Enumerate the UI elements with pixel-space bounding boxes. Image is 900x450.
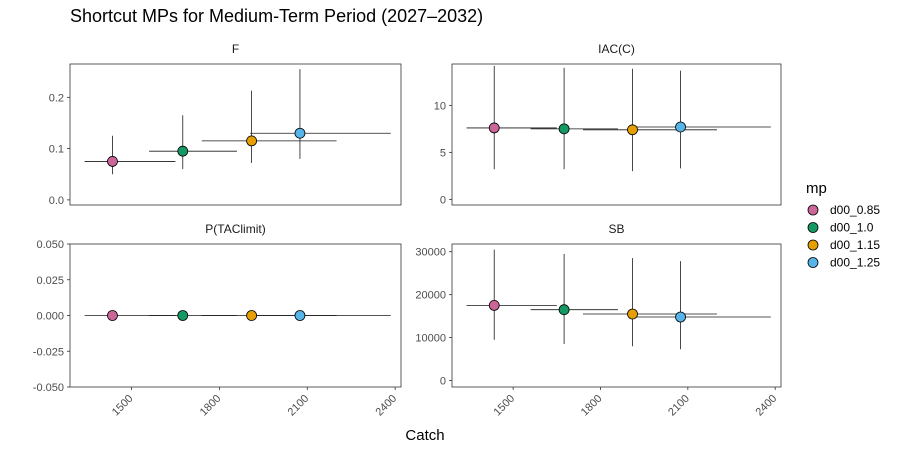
point-d00_1.25 [294,310,306,321]
point-d00_1.25 [675,311,686,323]
panel-border [451,243,782,388]
legend-label: d00_1.25 [830,256,880,270]
point-d00_0.85 [107,310,118,321]
point-d00_1.0 [177,310,189,321]
x-tick-label: 2100 [286,393,312,419]
panels: F 0.0 0.1 0.2 IAC(C) 0 5 10 P(TAClimit) -0.050 -0.… [33,42,782,419]
point-d00_1.15 [627,124,638,136]
legend-item-d00_1.25: d00_1.25 [807,256,880,270]
point-d00_0.85 [488,300,500,311]
panel-P(TAClimit): P(TAClimit) -0.050 -0.025 0.000 0.025 0.050 15… [33,222,402,419]
legend-title: mp [806,180,827,197]
strip-label: P(TAClimit) [205,222,265,236]
legend-key [807,222,819,233]
y-tick-label: 0.025 [36,275,64,287]
panel-IAC(C): IAC(C) 0 5 10 [434,42,782,206]
strip-label: IAC(C) [598,42,635,56]
x-tick-label: 2100 [666,393,692,419]
y-tick-label: 0 [440,376,446,388]
legend-key [807,257,819,268]
y-tick-label: -0.050 [33,382,64,394]
legend-item-d00_1.0: d00_1.0 [807,221,874,235]
legend-item-d00_0.85: d00_0.85 [807,203,880,217]
panel-border [69,63,402,206]
point-d00_1.15 [246,310,258,321]
chart-title: Shortcut MPs for Medium-Term Period (202… [70,6,483,26]
legend: d00_0.85 d00_1.0 d00_1.15 d00_1.25 [807,203,880,270]
legend-key [807,204,819,216]
y-tick-label: 20000 [415,290,446,302]
point-d00_1.0 [558,304,570,316]
y-tick-label: 0 [440,194,446,206]
x-tick-label: 2400 [754,393,780,419]
x-tick-label: 1800 [579,393,605,419]
point-d00_1.25 [675,121,686,133]
y-tick-label: 0.000 [36,311,64,323]
point-d00_0.85 [488,122,500,134]
y-tick-label: -0.025 [33,346,64,358]
x-axis-label: Catch [405,427,444,444]
panel-F: F 0.0 0.1 0.2 [49,42,402,207]
y-tick-label: 0.050 [36,239,64,251]
legend-label: d00_1.0 [830,221,874,235]
legend-label: d00_1.15 [830,238,880,252]
legend-item-d00_1.15: d00_1.15 [807,238,880,252]
strip-label: F [232,42,239,56]
x-tick-label: 2400 [373,393,399,419]
panel-SB: SB 0 10000 20000 30000 1500 1800 2100 2400 [415,222,782,419]
x-tick-label: 1800 [198,393,224,419]
y-tick-label: 5 [440,147,446,159]
point-d00_1.15 [627,308,638,320]
point-d00_1.25 [294,127,306,139]
y-tick-label: 0.2 [49,92,64,104]
legend-key [807,239,819,251]
legend-label: d00_0.85 [830,203,880,217]
x-tick-label: 1500 [491,393,517,419]
panel-border [451,63,782,206]
y-tick-label: 10 [434,100,446,112]
point-d00_1.0 [558,123,570,135]
strip-label: SB [608,222,624,236]
y-tick-label: 0.1 [49,144,64,156]
point-d00_0.85 [107,156,118,167]
point-d00_1.15 [246,135,258,147]
y-tick-label: 0.0 [49,195,64,207]
x-tick-label: 1500 [110,393,136,419]
point-d00_1.0 [177,145,189,157]
y-tick-label: 10000 [415,333,446,345]
y-tick-label: 30000 [415,247,446,259]
